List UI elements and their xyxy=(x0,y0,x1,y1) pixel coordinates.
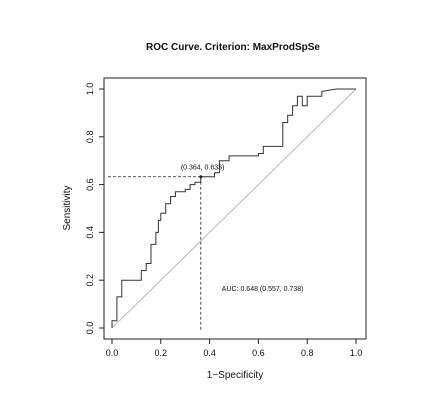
y-axis-label: Sensitivity xyxy=(62,185,73,230)
x-tick-label: 1.0 xyxy=(350,348,363,358)
x-tick-label: 0.4 xyxy=(203,348,216,358)
cutoff-point-marker xyxy=(199,175,203,179)
y-tick-label: 1.0 xyxy=(85,83,95,96)
y-tick-label: 0.6 xyxy=(85,178,95,191)
plot-area: 0.0 0.2 0.4 0.6 0.8 1.0 0.0 0.2 0.4 0.6 0.8 1.0 (0.3… xyxy=(85,77,367,358)
x-tick-label: 0.0 xyxy=(106,348,119,358)
chart-title: ROC Curve. Criterion: MaxProdSpSe xyxy=(146,42,320,53)
cutoff-point-label: (0.364, 0.633) xyxy=(181,165,225,172)
auc-annotation: AUC: 0.648 (0.557, 0.738) xyxy=(222,286,304,293)
chance-diagonal-line xyxy=(111,88,357,329)
x-tick-label: 0.2 xyxy=(155,348,168,358)
x-tick-label: 0.6 xyxy=(252,348,265,358)
plot-frame xyxy=(103,77,367,340)
roc-curve-line xyxy=(111,88,356,328)
y-tick-label: 0.4 xyxy=(85,226,95,239)
x-tick-label: 0.8 xyxy=(301,348,314,358)
y-tick-label: 0.2 xyxy=(85,274,95,287)
y-tick-label: 0.0 xyxy=(85,322,95,335)
y-tick-label: 0.8 xyxy=(85,131,95,144)
x-axis-label: 1−Specificity xyxy=(207,370,263,381)
